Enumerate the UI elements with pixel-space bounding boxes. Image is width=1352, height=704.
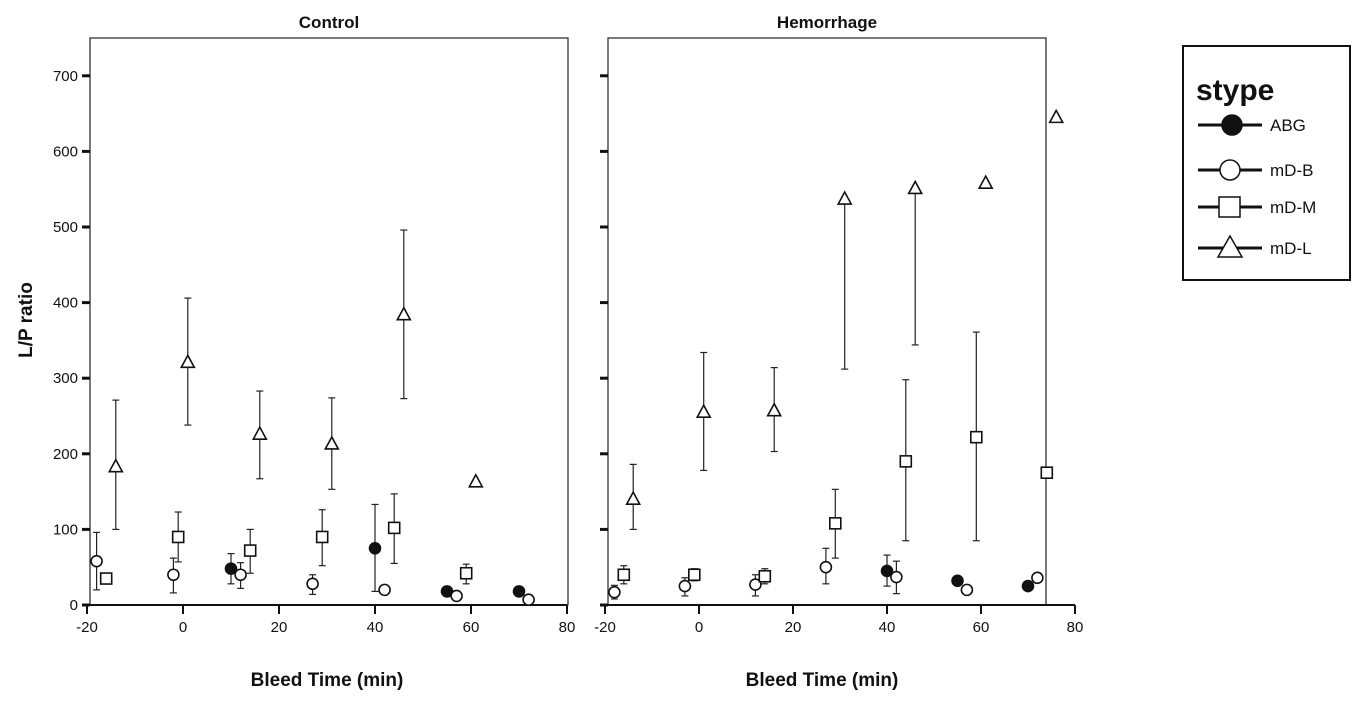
hemorrhage-x-tick-label: 60 (973, 619, 990, 636)
hemorrhage-plot-frame (607, 37, 1047, 606)
control-md-b-point (90, 554, 103, 568)
hemorrhage-abg-point (951, 574, 964, 588)
legend: stype ABG mD-B mD-M mD-L (1182, 45, 1351, 281)
hemorrhage-md-m-point (969, 430, 983, 444)
control-md-m-point (171, 530, 185, 544)
y-tick-label: 700 (53, 68, 78, 85)
control-x-tick-label: 40 (367, 619, 384, 636)
legend-label-md-b: mD-B (1270, 161, 1313, 180)
legend-label-md-l: mD-L (1270, 239, 1312, 258)
y-tick-label: 0 (70, 597, 78, 614)
legend-label-md-m: mD-M (1270, 198, 1316, 217)
control-md-b-point (378, 583, 391, 597)
y-tick-label: 600 (53, 143, 78, 160)
hemorrhage-abg-point (1021, 579, 1035, 593)
hemorrhage-md-l-point (836, 190, 853, 205)
control-x-tick-label: 0 (179, 619, 187, 636)
control-md-b-point (167, 568, 180, 582)
y-tick-label: 100 (53, 521, 78, 538)
control-plot-frame (89, 37, 569, 606)
control-md-b-point (306, 577, 319, 591)
control-md-l-point (107, 457, 124, 473)
control-abg-point (512, 585, 526, 598)
control-md-l-point (395, 306, 412, 321)
control-abg-point (224, 562, 238, 576)
hemorrhage-md-b-point (608, 585, 621, 599)
y-axis-label: L/P ratio (16, 282, 37, 358)
hemorrhage-md-b-point (960, 583, 974, 597)
hemorrhage-md-m-point (617, 568, 631, 582)
hemorrhage-abg-point (880, 564, 894, 578)
hemorrhage-x-tick-label: 20 (785, 619, 802, 636)
hemorrhage-md-m-point (1040, 466, 1054, 480)
hemorrhage-md-l-point (625, 490, 642, 505)
hemorrhage-md-b-point (890, 570, 903, 584)
y-tick-label: 200 (53, 446, 78, 463)
hemorrhage-md-l-point (907, 179, 924, 195)
hemorrhage-x-axis-label: Bleed Time (min) (746, 670, 899, 691)
legend-label-abg: ABG (1270, 116, 1306, 135)
control-md-l-point (179, 353, 196, 369)
hemorrhage-md-l-point (977, 174, 994, 189)
hemorrhage-panel: Hemorrhage Bleed Time (min) -20 0 20 40 60 80 (594, 13, 1083, 691)
hemorrhage-md-m-point (828, 517, 842, 530)
hemorrhage-md-l-point (695, 403, 712, 419)
hemorrhage-md-b-point (749, 578, 762, 591)
legend-box (1182, 45, 1351, 281)
hemorrhage-x-tick-label: 0 (695, 619, 703, 636)
y-tick-label: 400 (53, 295, 78, 312)
control-md-l-point (323, 435, 340, 450)
hemorrhage-md-l-point (1048, 108, 1065, 124)
control-abg-point (368, 541, 382, 555)
control-md-m-point (315, 530, 329, 544)
control-x-tick-label: -20 (76, 619, 98, 636)
control-md-m-point (387, 521, 401, 535)
hemorrhage-md-l-point (766, 402, 783, 417)
y-tick-label: 500 (53, 219, 78, 236)
control-panel-title: Control (299, 13, 359, 32)
control-panel: Control Bleed Time (min) -20 0 20 40 60 80 0 10… (53, 13, 575, 691)
legend-marker-abg (1221, 114, 1243, 136)
hemorrhage-md-m-point (687, 568, 701, 582)
control-x-tick-label: 60 (463, 619, 480, 636)
hemorrhage-x-tick-label: 80 (1067, 619, 1084, 636)
control-md-b-point (234, 568, 247, 582)
hemorrhage-md-b-point (1031, 571, 1044, 585)
control-md-b-point (522, 593, 535, 607)
control-md-m-point (99, 572, 113, 585)
hemorrhage-md-b-point (678, 579, 692, 593)
hemorrhage-md-m-point (899, 455, 913, 468)
legend-marker-md-b (1219, 159, 1241, 181)
hemorrhage-md-b-point (819, 560, 833, 574)
control-md-l-point (251, 425, 268, 440)
legend-marker-md-l (1216, 234, 1244, 258)
control-md-b-point (450, 589, 463, 603)
control-md-m-point (243, 544, 257, 557)
y-tick-label: 300 (53, 370, 78, 387)
hemorrhage-x-tick-label: -20 (594, 619, 616, 636)
legend-marker-md-m (1218, 196, 1241, 218)
control-md-m-point (459, 566, 473, 580)
control-x-tick-label: 20 (271, 619, 288, 636)
control-x-axis-label: Bleed Time (min) (251, 670, 404, 691)
hemorrhage-x-tick-label: 40 (879, 619, 896, 636)
hemorrhage-md-m-point (758, 569, 772, 583)
hemorrhage-panel-title: Hemorrhage (777, 13, 877, 32)
control-x-tick-label: 80 (559, 619, 576, 636)
legend-title: stype (1196, 74, 1274, 107)
control-md-l-point (467, 473, 484, 488)
